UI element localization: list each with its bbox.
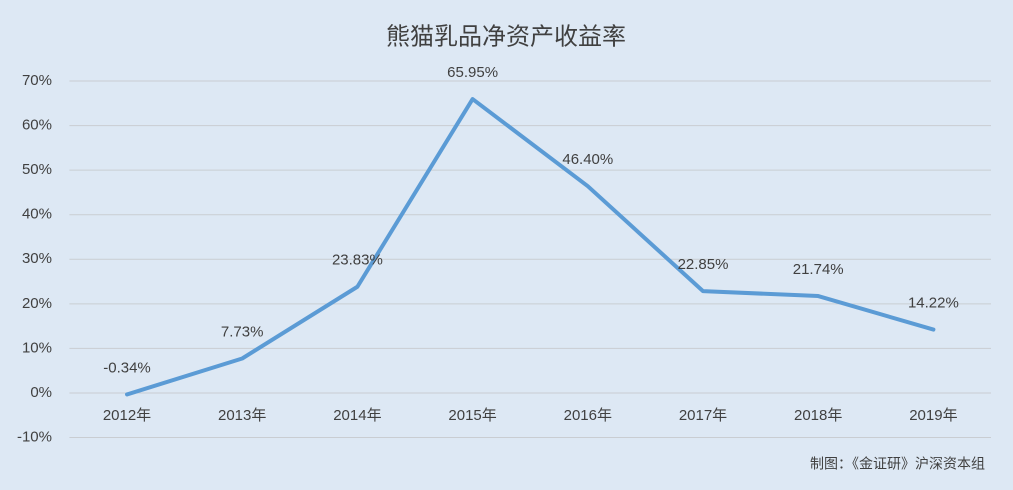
data-label: 23.83%: [332, 252, 383, 269]
data-label: 21.74%: [793, 261, 844, 278]
x-tick-label: 2017年: [679, 407, 727, 424]
x-tick-label: 2013年: [218, 407, 266, 424]
data-label: 7.73%: [221, 323, 264, 340]
y-tick-label: 30%: [22, 250, 52, 267]
y-tick-label: 20%: [22, 295, 52, 312]
y-tick-label: 60%: [22, 117, 52, 134]
x-tick-label: 2019年: [909, 407, 957, 424]
source-note: 制图：《金证研》沪深资本组: [810, 456, 985, 472]
x-tick-label: 2012年: [103, 407, 151, 424]
data-label: 22.85%: [678, 256, 729, 273]
x-tick-label: 2018年: [794, 407, 842, 424]
data-label: 46.40%: [562, 151, 613, 168]
data-label: 14.22%: [908, 295, 959, 312]
y-tick-label: 0%: [30, 384, 52, 401]
y-tick-label: 10%: [22, 339, 52, 356]
y-tick-label: 50%: [22, 161, 52, 178]
x-tick-label: 2015年: [448, 407, 496, 424]
data-line: [125, 97, 936, 397]
x-tick-label: 2014年: [333, 407, 381, 424]
y-tick-label: -10%: [17, 428, 52, 445]
x-tick-label: 2016年: [564, 407, 612, 424]
data-label: 65.95%: [447, 64, 498, 81]
chart-title: 熊猫乳品净资产收益率: [386, 23, 626, 50]
y-tick-label: 40%: [22, 206, 52, 223]
data-label: -0.34%: [103, 359, 151, 376]
y-tick-label: 70%: [22, 72, 52, 89]
